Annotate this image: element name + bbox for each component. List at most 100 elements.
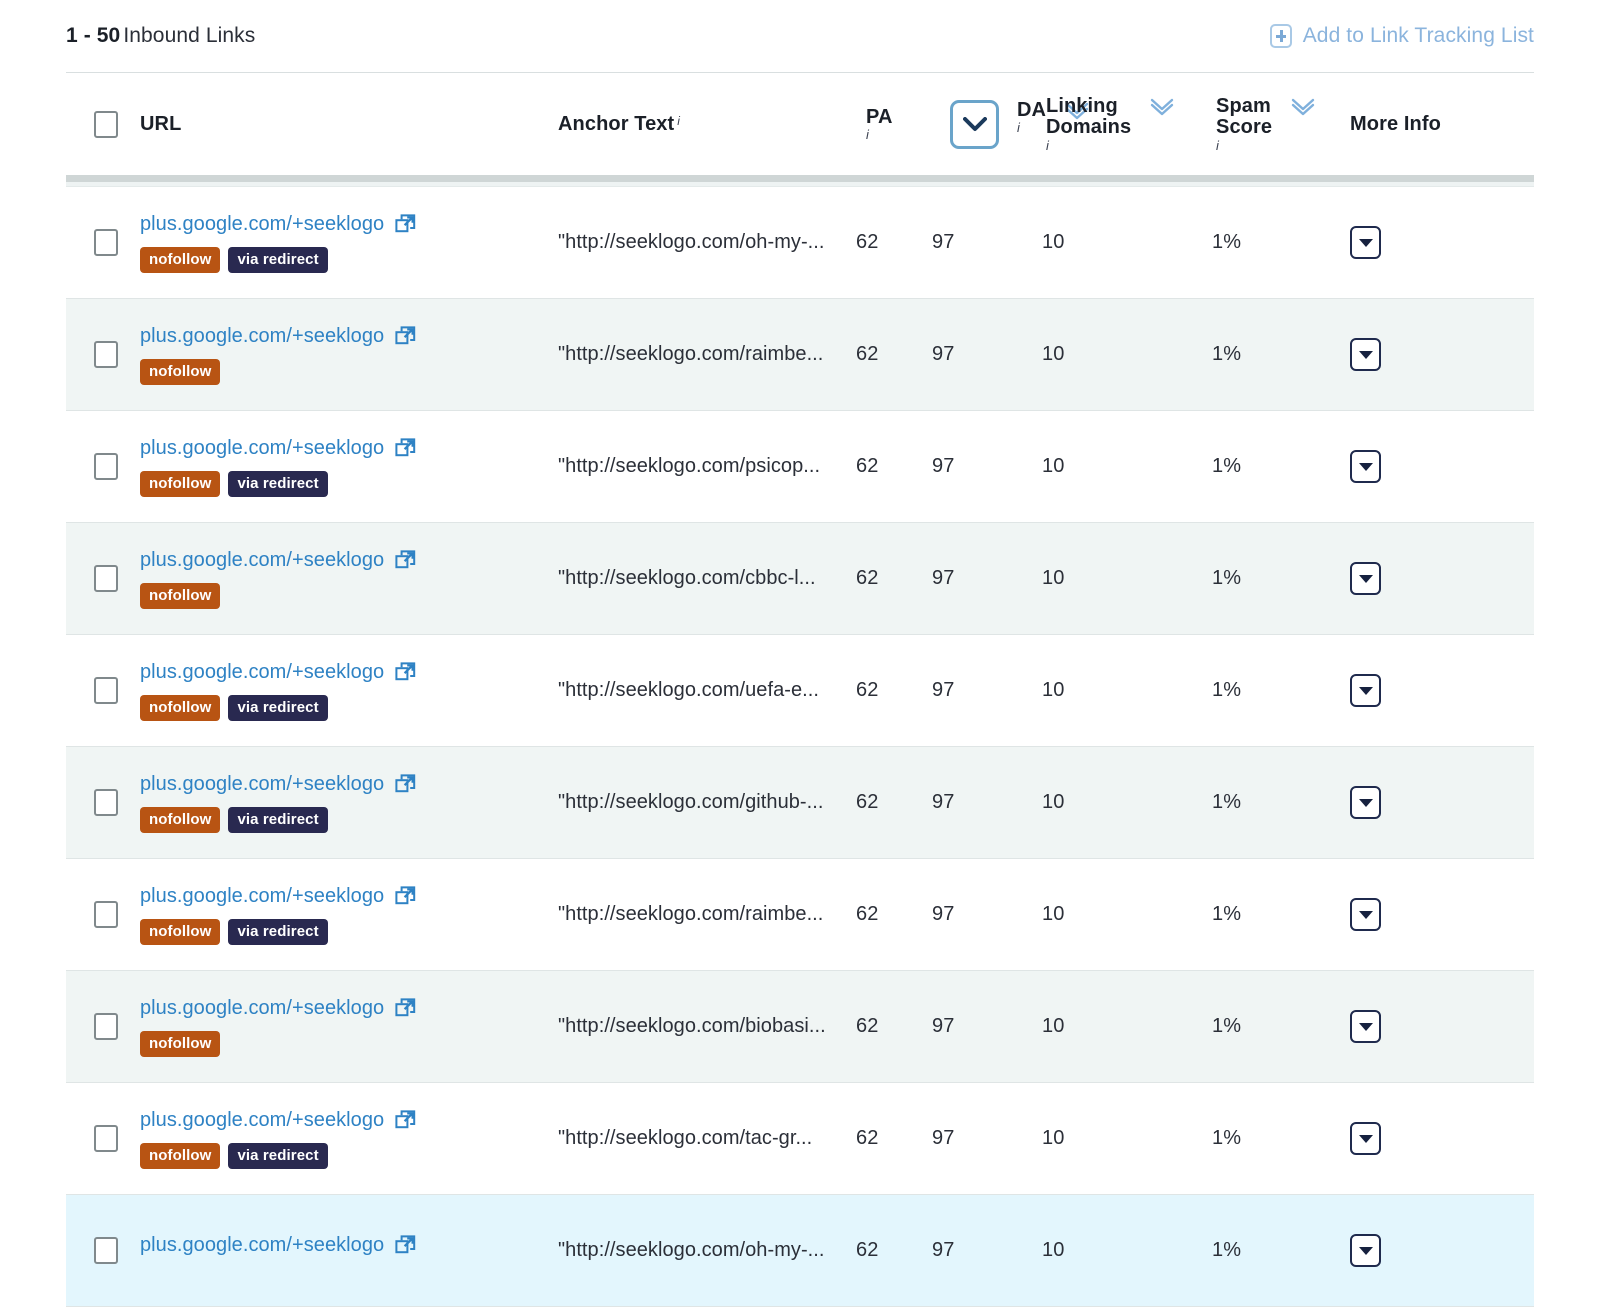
more-info-dropdown-button[interactable] bbox=[1350, 450, 1381, 483]
column-header-pa[interactable]: PA i bbox=[856, 106, 932, 143]
caret-down-icon bbox=[1358, 686, 1373, 695]
url-cell: plus.google.com/+seeklogo nofollow bbox=[138, 997, 556, 1057]
external-link-icon[interactable] bbox=[395, 1234, 416, 1256]
anchor-text-cell: "http://seeklogo.com/tac-gr... bbox=[558, 1127, 813, 1149]
anchor-text-cell: "http://seeklogo.com/oh-my-... bbox=[558, 231, 825, 253]
pa-value: 62 bbox=[856, 455, 879, 477]
row-select-checkbox[interactable] bbox=[94, 229, 118, 256]
external-link-icon[interactable] bbox=[395, 325, 416, 347]
url-link[interactable]: plus.google.com/+seeklogo bbox=[140, 324, 385, 347]
spam-score-value: 1% bbox=[1212, 1015, 1242, 1037]
row-select-checkbox[interactable] bbox=[94, 1125, 118, 1152]
url-link[interactable]: plus.google.com/+seeklogo bbox=[140, 1108, 385, 1131]
row-select-checkbox[interactable] bbox=[94, 565, 118, 592]
badge-nofollow: nofollow bbox=[140, 246, 221, 273]
row-select-checkbox[interactable] bbox=[94, 1237, 118, 1264]
row-select-checkbox[interactable] bbox=[94, 901, 118, 928]
column-header-spam-score-text: Spam Score i bbox=[1216, 96, 1272, 152]
url-link[interactable]: plus.google.com/+seeklogo bbox=[140, 212, 385, 235]
info-marker-icon[interactable]: i bbox=[866, 127, 869, 143]
info-marker-icon[interactable]: i bbox=[677, 113, 681, 128]
url-link[interactable]: plus.google.com/+seeklogo bbox=[140, 772, 385, 795]
row-select-checkbox[interactable] bbox=[94, 789, 118, 816]
info-marker-icon[interactable]: i bbox=[1017, 120, 1020, 136]
table-row-8[interactable]: plus.google.com/+seeklogo nofollow "http… bbox=[66, 971, 1534, 1083]
more-info-dropdown-button[interactable] bbox=[1350, 1234, 1381, 1267]
external-link-icon[interactable] bbox=[395, 213, 416, 235]
row-select-checkbox[interactable] bbox=[94, 677, 118, 704]
chevron-down-icon bbox=[962, 116, 987, 131]
table-row-7[interactable]: plus.google.com/+seeklogo nofollow via re… bbox=[66, 859, 1534, 971]
column-header-spam-score[interactable]: Spam Score i bbox=[1212, 96, 1332, 152]
info-marker-icon[interactable]: i bbox=[1216, 137, 1219, 153]
sort-by-spam-score-chevron-icon[interactable] bbox=[1289, 96, 1317, 116]
results-range: 1 - 50 bbox=[66, 24, 121, 47]
url-link[interactable]: plus.google.com/+seeklogo bbox=[140, 660, 385, 683]
url-link[interactable]: plus.google.com/+seeklogo bbox=[140, 436, 385, 459]
caret-down-icon bbox=[1358, 910, 1373, 919]
more-info-dropdown-button[interactable] bbox=[1350, 898, 1381, 931]
anchor-text-cell: "http://seeklogo.com/github-... bbox=[558, 791, 824, 813]
sort-by-da-chevron-icon[interactable] bbox=[1063, 100, 1091, 120]
select-all-checkbox[interactable] bbox=[94, 110, 118, 138]
badge-nofollow: nofollow bbox=[140, 1142, 221, 1169]
external-link-icon[interactable] bbox=[395, 773, 416, 795]
table-row-9[interactable]: plus.google.com/+seeklogo nofollow via re… bbox=[66, 1083, 1534, 1195]
table-row-1[interactable]: plus.google.com/+seeklogo nofollow via re… bbox=[66, 187, 1534, 299]
info-marker-icon[interactable]: i bbox=[1046, 137, 1049, 153]
linking-domains-value: 10 bbox=[1042, 567, 1065, 589]
more-info-dropdown-button[interactable] bbox=[1350, 1122, 1381, 1155]
more-info-cell bbox=[1332, 226, 1522, 259]
more-info-dropdown-button[interactable] bbox=[1350, 1010, 1381, 1043]
url-line: plus.google.com/+seeklogo bbox=[140, 997, 556, 1020]
more-info-cell bbox=[1332, 562, 1522, 595]
row-select-checkbox[interactable] bbox=[94, 1013, 118, 1040]
column-header-url[interactable]: URL bbox=[140, 112, 182, 135]
row-select-cell bbox=[66, 1013, 138, 1040]
da-value: 97 bbox=[932, 1239, 955, 1261]
external-link-icon[interactable] bbox=[395, 437, 416, 459]
table-row-3[interactable]: plus.google.com/+seeklogo nofollow via re… bbox=[66, 411, 1534, 523]
table-row-5[interactable]: plus.google.com/+seeklogo nofollow via re… bbox=[66, 635, 1534, 747]
table-row-6[interactable]: plus.google.com/+seeklogo nofollow via re… bbox=[66, 747, 1534, 859]
sort-by-pa-button[interactable] bbox=[950, 99, 999, 149]
column-header-pa-text: PA i bbox=[866, 106, 893, 143]
table-row-2[interactable]: plus.google.com/+seeklogo nofollow "http… bbox=[66, 299, 1534, 411]
row-select-cell bbox=[66, 565, 138, 592]
badge-nofollow: nofollow bbox=[140, 918, 221, 945]
external-link-icon[interactable] bbox=[395, 997, 416, 1019]
spam-score-value: 1% bbox=[1212, 1127, 1242, 1149]
column-header-linking-domains[interactable]: Linking Domains i bbox=[1042, 96, 1212, 152]
url-link[interactable]: plus.google.com/+seeklogo bbox=[140, 1233, 385, 1256]
url-cell: plus.google.com/+seeklogo nofollow via re… bbox=[138, 437, 556, 497]
external-link-icon[interactable] bbox=[395, 549, 416, 571]
row-select-checkbox[interactable] bbox=[94, 341, 118, 368]
more-info-dropdown-button[interactable] bbox=[1350, 338, 1381, 371]
external-link-icon[interactable] bbox=[395, 661, 416, 683]
sort-by-linking-domains-chevron-icon[interactable] bbox=[1148, 96, 1176, 116]
column-header-anchor-text[interactable]: Anchor Text i bbox=[556, 113, 856, 136]
column-header-da-text[interactable]: DA i bbox=[1017, 99, 1046, 136]
more-info-dropdown-button[interactable] bbox=[1350, 226, 1381, 259]
add-to-link-tracking-list-button[interactable]: Add to Link Tracking List bbox=[1269, 24, 1534, 48]
pa-value: 62 bbox=[856, 679, 879, 701]
table-row-4[interactable]: plus.google.com/+seeklogo nofollow "http… bbox=[66, 523, 1534, 635]
url-line: plus.google.com/+seeklogo bbox=[140, 437, 556, 460]
row-select-checkbox[interactable] bbox=[94, 453, 118, 480]
url-link[interactable]: plus.google.com/+seeklogo bbox=[140, 548, 385, 571]
linking-domains-value: 10 bbox=[1042, 231, 1065, 253]
spam-score-value: 1% bbox=[1212, 567, 1242, 589]
table-row-10[interactable]: plus.google.com/+seeklogo "http://seeklo… bbox=[66, 1195, 1534, 1307]
link-attribute-badges: nofollow bbox=[140, 582, 556, 609]
external-link-icon[interactable] bbox=[395, 885, 416, 907]
more-info-dropdown-button[interactable] bbox=[1350, 562, 1381, 595]
caret-down-icon bbox=[1358, 1022, 1373, 1031]
more-info-dropdown-button[interactable] bbox=[1350, 786, 1381, 819]
external-link-icon[interactable] bbox=[395, 1109, 416, 1131]
more-info-dropdown-button[interactable] bbox=[1350, 674, 1381, 707]
url-link[interactable]: plus.google.com/+seeklogo bbox=[140, 996, 385, 1019]
select-all-cell bbox=[66, 110, 138, 138]
caret-down-icon bbox=[1358, 1246, 1373, 1255]
url-link[interactable]: plus.google.com/+seeklogo bbox=[140, 884, 385, 907]
anchor-text-cell: "http://seeklogo.com/raimbe... bbox=[558, 903, 824, 925]
